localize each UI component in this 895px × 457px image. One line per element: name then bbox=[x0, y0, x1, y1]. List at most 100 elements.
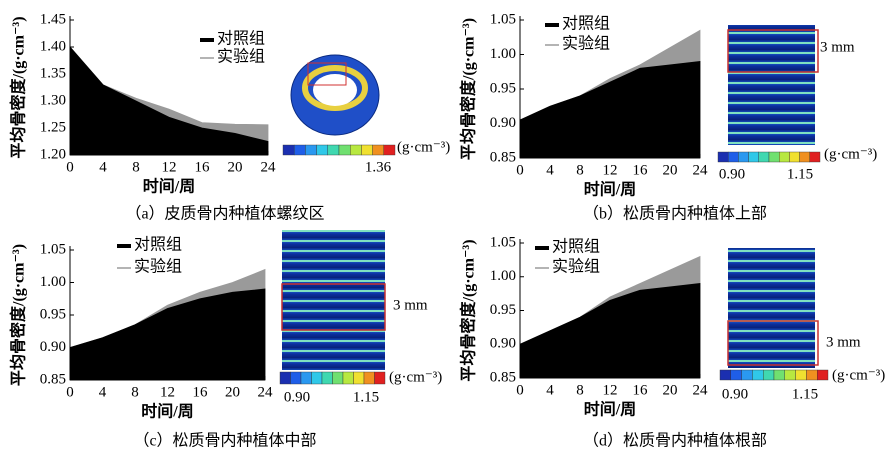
x-tick-label: 12 bbox=[162, 159, 177, 175]
colorbar-unit: (g·cm⁻³) bbox=[824, 146, 877, 162]
colorbar-segment bbox=[720, 370, 731, 380]
y-tick-label: 0.95 bbox=[40, 306, 66, 322]
model-image bbox=[282, 230, 385, 370]
caption: （c）松质骨内种植体中部 bbox=[133, 432, 316, 450]
colorbar-label: 0.90 bbox=[284, 389, 310, 405]
colorbar-segment bbox=[343, 372, 354, 384]
colorbar-unit: (g·cm⁻³) bbox=[832, 367, 885, 383]
colorbar-segment bbox=[322, 372, 333, 384]
y-tick-label: 1.20 bbox=[40, 146, 66, 162]
legend-label: 实验组 bbox=[562, 35, 610, 53]
colorbar-segment bbox=[749, 152, 759, 162]
x-tick-label: 4 bbox=[546, 162, 554, 178]
legend-label: 实验组 bbox=[552, 258, 600, 276]
x-tick-label: 8 bbox=[576, 382, 584, 398]
x-tick-label: 4 bbox=[99, 384, 107, 400]
legend-label: 对照组 bbox=[562, 15, 610, 33]
colorbar-segment bbox=[752, 370, 763, 380]
colorbar-segment bbox=[294, 145, 305, 155]
x-tick-label: 24 bbox=[261, 159, 277, 175]
figure: 1.201.251.301.351.401.4504812162024时间/周平… bbox=[0, 0, 895, 457]
annotation: 3 mm bbox=[826, 334, 861, 350]
x-tick-label: 20 bbox=[663, 382, 678, 398]
x-axis-label: 时间/周 bbox=[584, 180, 636, 199]
x-tick-label: 24 bbox=[258, 384, 274, 400]
colorbar-label: 1.15 bbox=[792, 386, 818, 402]
colorbar-segment bbox=[373, 145, 384, 155]
area bbox=[520, 61, 700, 158]
colorbar-segment bbox=[742, 370, 753, 380]
colorbar-segment bbox=[333, 372, 344, 384]
model-image-hole bbox=[313, 74, 357, 106]
colorbar-segment bbox=[350, 145, 361, 155]
colorbar-segment bbox=[375, 372, 386, 384]
x-tick-label: 12 bbox=[603, 162, 618, 178]
x-tick-label: 24 bbox=[693, 162, 709, 178]
caption: （a）皮质骨内种植体螺纹区 bbox=[125, 205, 324, 223]
colorbar-segment bbox=[810, 152, 820, 162]
x-tick-label: 4 bbox=[546, 382, 554, 398]
colorbar-segment bbox=[384, 145, 395, 155]
colorbar-segment bbox=[718, 152, 728, 162]
y-tick-label: 1.35 bbox=[40, 65, 66, 81]
colorbar-segment bbox=[339, 145, 350, 155]
caption: （b）松质骨内种植体上部 bbox=[583, 205, 767, 223]
y-tick-label: 0.85 bbox=[490, 369, 516, 385]
x-tick-label: 4 bbox=[99, 159, 107, 175]
colorbar-label: 1.15 bbox=[353, 389, 379, 405]
y-tick-label: 1.00 bbox=[40, 274, 66, 290]
x-tick-label: 24 bbox=[693, 382, 709, 398]
y-tick-label: 1.05 bbox=[490, 234, 516, 250]
colorbar-segment bbox=[785, 370, 796, 380]
x-tick-label: 16 bbox=[633, 162, 649, 178]
y-axis-label: 平均骨密度/(g·cm⁻³) bbox=[459, 18, 478, 160]
model-image bbox=[728, 25, 815, 145]
colorbar-segment bbox=[317, 145, 328, 155]
caption: （d）松质骨内种植体根部 bbox=[583, 432, 767, 450]
legend-label: 对照组 bbox=[217, 30, 265, 48]
area bbox=[70, 289, 265, 380]
x-tick-label: 0 bbox=[66, 159, 74, 175]
colorbar-segment bbox=[283, 145, 294, 155]
annotation: 3 mm bbox=[393, 297, 428, 313]
y-tick-label: 1.45 bbox=[40, 11, 66, 27]
colorbar-unit: (g·cm⁻³) bbox=[389, 369, 442, 385]
colorbar-label: 0.90 bbox=[719, 166, 745, 182]
legend-label: 实验组 bbox=[134, 258, 182, 276]
colorbar-segment bbox=[291, 372, 302, 384]
colorbar-segment bbox=[312, 372, 323, 384]
y-tick-label: 0.90 bbox=[490, 336, 516, 352]
colorbar-label: 1.36 bbox=[365, 159, 392, 175]
model-image bbox=[728, 248, 815, 368]
x-tick-label: 16 bbox=[633, 382, 649, 398]
colorbar-segment bbox=[817, 370, 828, 380]
x-tick-label: 0 bbox=[516, 382, 524, 398]
colorbar-unit: (g·cm⁻³) bbox=[397, 139, 450, 155]
x-tick-label: 0 bbox=[516, 162, 524, 178]
colorbar-segment bbox=[305, 145, 316, 155]
colorbar-segment bbox=[328, 145, 339, 155]
x-tick-label: 12 bbox=[603, 382, 618, 398]
legend-label: 对照组 bbox=[134, 236, 182, 254]
y-tick-label: 1.25 bbox=[40, 119, 66, 135]
y-tick-label: 1.05 bbox=[490, 11, 516, 27]
x-tick-label: 12 bbox=[160, 384, 175, 400]
colorbar-segment bbox=[731, 370, 742, 380]
colorbar-segment bbox=[779, 152, 789, 162]
colorbar-segment bbox=[800, 152, 810, 162]
panel: 0.850.900.951.001.0504812162024时间/周平均骨密度… bbox=[459, 11, 878, 222]
x-tick-label: 16 bbox=[193, 384, 209, 400]
y-tick-label: 1.00 bbox=[490, 46, 516, 62]
colorbar-segment bbox=[789, 152, 799, 162]
colorbar-segment bbox=[774, 370, 785, 380]
colorbar-segment bbox=[354, 372, 365, 384]
colorbar-label: 1.15 bbox=[787, 166, 813, 182]
annotation: 3 mm bbox=[820, 39, 855, 55]
y-tick-label: 0.85 bbox=[40, 371, 66, 387]
y-tick-label: 0.85 bbox=[490, 149, 516, 165]
y-tick-label: 0.95 bbox=[490, 80, 516, 96]
colorbar-segment bbox=[796, 370, 807, 380]
colorbar-segment bbox=[769, 152, 779, 162]
